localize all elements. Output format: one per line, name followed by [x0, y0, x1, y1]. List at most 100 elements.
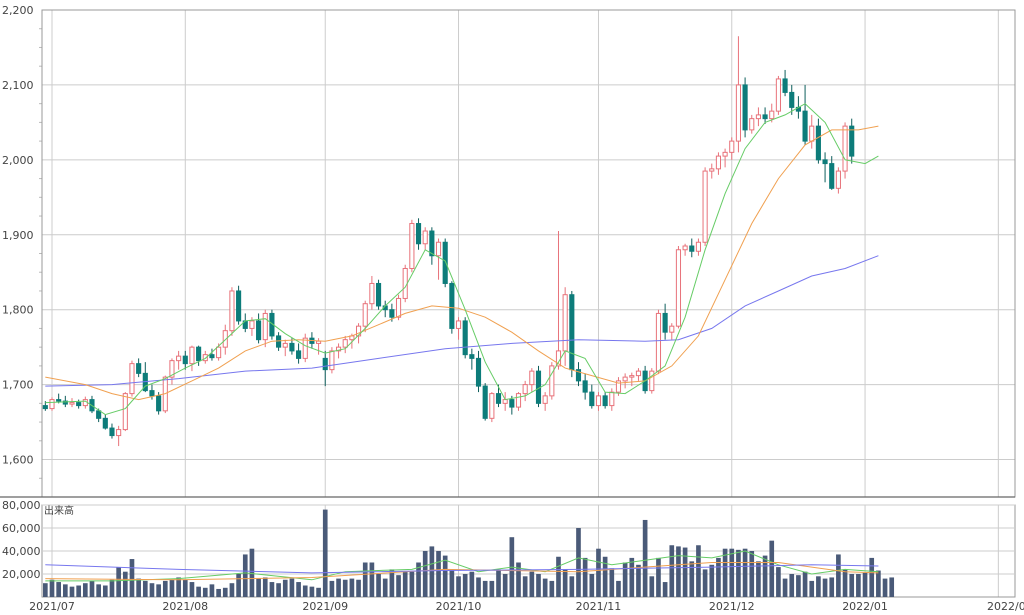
volume-bar	[796, 575, 801, 597]
volume-bar	[429, 546, 435, 597]
volume-bar	[216, 588, 221, 597]
volume-bar	[736, 549, 741, 597]
volume-bar	[149, 583, 155, 597]
volume-bar	[769, 540, 775, 597]
candle-body	[289, 342, 295, 352]
volume-bar	[82, 583, 88, 597]
candle	[542, 392, 548, 411]
candle-body	[769, 110, 775, 120]
volume-bar	[336, 578, 341, 597]
candle-body	[782, 78, 788, 93]
price-tick-label: 1,900	[2, 229, 34, 242]
volume-bar	[636, 564, 641, 597]
candle-body	[669, 325, 675, 333]
candle	[569, 290, 575, 378]
volume-bar	[182, 579, 188, 597]
candle-body	[49, 399, 55, 410]
volume-bar	[262, 577, 268, 597]
candle-body	[202, 354, 208, 362]
volume-bar	[382, 578, 388, 597]
candle-body	[569, 294, 575, 371]
volume-bar	[542, 578, 548, 597]
x-tick-label: 2022/01	[842, 600, 888, 613]
candle-body	[595, 395, 602, 407]
candle-body	[575, 369, 582, 382]
volume-bar	[249, 548, 255, 597]
candle-body	[675, 249, 682, 327]
candle-body	[102, 417, 108, 429]
candle	[362, 300, 368, 333]
volume-bar	[56, 582, 61, 597]
candle	[209, 348, 215, 361]
volume-bar	[669, 545, 675, 597]
candle	[109, 423, 115, 439]
candle	[382, 300, 388, 318]
volume-bar	[256, 578, 261, 597]
candle-body	[249, 320, 255, 329]
volume-bar	[716, 557, 721, 597]
candle-body	[709, 168, 715, 172]
candle-body	[296, 350, 302, 359]
ma-mid-line	[45, 125, 879, 401]
volume-bar	[809, 580, 815, 597]
volume-bar	[356, 579, 361, 597]
candle-body	[302, 337, 308, 359]
candle-body	[722, 151, 728, 157]
candle	[236, 285, 242, 325]
volume-bar	[682, 547, 688, 597]
volume-ma-line	[45, 564, 879, 574]
x-tick-label: 2022/0	[987, 600, 1024, 613]
candle	[655, 309, 662, 375]
price-tick-label: 2,100	[2, 79, 34, 92]
volume-bar	[729, 548, 735, 597]
volume-bar	[616, 580, 621, 597]
x-tick-label: 2021/10	[436, 600, 482, 613]
candle-body	[56, 399, 62, 402]
volume-bar	[696, 545, 701, 597]
volume-bar	[449, 570, 455, 597]
volume-bar	[62, 584, 68, 597]
candle-body	[129, 363, 135, 395]
volume-bar	[329, 580, 335, 597]
volume-bar	[602, 556, 608, 597]
volume-bar	[76, 585, 81, 597]
volume-bar	[702, 569, 708, 597]
candle	[722, 148, 728, 168]
candle-body	[629, 375, 635, 378]
candle	[742, 77, 748, 138]
candle	[689, 238, 695, 258]
candle-body	[369, 282, 375, 305]
candle-body	[589, 391, 595, 407]
candle-body	[156, 395, 162, 412]
candle	[669, 323, 675, 340]
candle-body	[615, 380, 622, 393]
candle-body	[342, 339, 348, 348]
candle	[435, 238, 442, 280]
volume-bar	[369, 562, 375, 597]
volume-bar	[409, 571, 415, 597]
volume-bar	[842, 569, 848, 597]
candle	[682, 243, 688, 256]
volume-bar	[776, 567, 781, 597]
candle-body	[209, 354, 215, 359]
candle	[415, 218, 422, 250]
volume-bar	[202, 587, 208, 597]
volume-bar	[849, 574, 855, 597]
volume-tick-label: 80,000	[2, 499, 41, 512]
volume-bar	[176, 577, 181, 597]
volume-bar	[816, 576, 821, 597]
volume-bar	[802, 571, 808, 597]
price-tick-label: 2,200	[2, 4, 34, 17]
volume-bar	[109, 579, 115, 597]
volume-bar	[102, 585, 108, 597]
volume-bar	[162, 580, 168, 597]
volume-bar	[282, 579, 288, 597]
candle	[662, 303, 668, 340]
ma-long-line	[45, 255, 879, 387]
candle	[229, 287, 235, 336]
candle-body	[715, 155, 722, 170]
candle	[289, 338, 295, 355]
candle	[809, 114, 815, 149]
candle	[122, 392, 128, 432]
candle	[469, 348, 475, 370]
